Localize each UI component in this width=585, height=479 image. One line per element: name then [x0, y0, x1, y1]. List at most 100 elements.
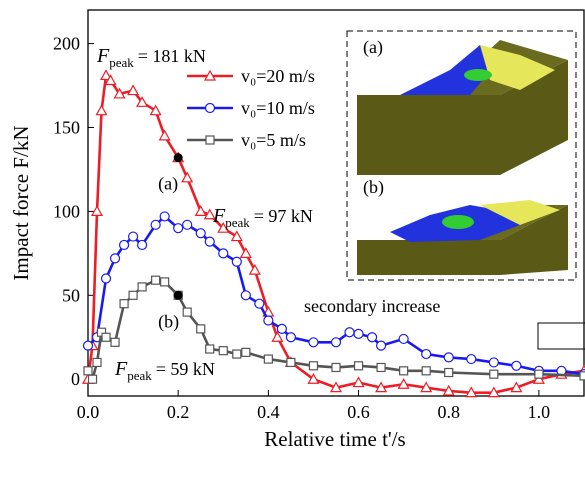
y-tick-label: 0 [71, 369, 80, 389]
marker [100, 273, 112, 284]
marker [276, 323, 287, 334]
marker [173, 223, 184, 234]
legend: v₀=20 m/s v₀=10 m/s v₀=5 m/s [187, 66, 315, 150]
marker [241, 347, 251, 357]
marker [218, 248, 229, 259]
marker [248, 263, 261, 275]
marker [109, 253, 121, 264]
marker [421, 348, 432, 360]
x-tick-label: 0.6 [347, 402, 370, 422]
marker [95, 104, 108, 116]
marker [352, 376, 365, 388]
marker [420, 381, 433, 393]
marker [158, 129, 171, 141]
marker [195, 228, 206, 239]
y-tick-label: 150 [53, 117, 80, 137]
marker [137, 239, 148, 251]
marker [113, 87, 126, 99]
inset: (a) (b) [346, 30, 577, 281]
marker [511, 360, 522, 371]
marker [205, 135, 215, 145]
peak-annotation: Fpeak = 181 kN [96, 45, 206, 70]
marker [87, 374, 98, 384]
marker [330, 337, 342, 348]
legend-label: v₀=10 m/s [241, 98, 315, 118]
marker [159, 211, 170, 222]
marker [90, 205, 104, 216]
inset-debris-b2 [480, 200, 560, 225]
marker [263, 354, 273, 364]
legend-label: v₀=5 m/s [241, 130, 306, 150]
marker [204, 102, 216, 114]
y-tick-label: 100 [53, 201, 80, 221]
x-tick-label: 0.2 [167, 402, 190, 422]
x-axis-title: Relative time t'/s [264, 427, 405, 451]
marker [344, 327, 355, 338]
marker [489, 369, 499, 379]
marker [366, 332, 378, 343]
y-axis-title: Impact force F/kN [9, 125, 33, 280]
marker [100, 69, 113, 81]
marker [329, 381, 343, 393]
marker [375, 381, 388, 393]
marker [218, 346, 228, 356]
peak-subscript: peak [109, 55, 134, 70]
marker [203, 208, 216, 220]
marker [217, 221, 230, 233]
peak-subscript: peak [127, 368, 152, 383]
marker [353, 328, 364, 340]
inset-block-a [357, 60, 568, 175]
marker [375, 340, 387, 351]
x-tick-label: 0.8 [437, 402, 460, 422]
marker [285, 332, 297, 343]
marker [151, 275, 161, 285]
marker [254, 298, 265, 309]
series-layer [81, 69, 585, 398]
snapshot-label: (b) [158, 311, 179, 332]
marker [444, 367, 454, 378]
marker [286, 357, 296, 368]
marker [331, 362, 341, 373]
marker [150, 219, 161, 230]
peak-symbol: F [114, 358, 128, 380]
marker [196, 324, 206, 334]
snapshot-point [173, 153, 183, 163]
snapshot-label: (a) [158, 174, 178, 195]
inset-debris-a2 [480, 45, 555, 90]
marker [205, 344, 215, 354]
marker [160, 277, 170, 287]
marker [398, 333, 409, 345]
inset-label: (b) [363, 177, 384, 198]
marker [136, 96, 149, 107]
marker [271, 331, 284, 342]
marker [232, 349, 242, 359]
marker [104, 74, 117, 86]
marker [534, 369, 544, 379]
marker [239, 247, 252, 258]
marker [510, 381, 523, 393]
legend-label: v₀=20 m/s [241, 66, 315, 86]
peak-symbol: F [96, 45, 110, 67]
inset-pier-a [464, 69, 492, 81]
marker [442, 384, 455, 396]
marker [101, 332, 111, 342]
marker [376, 362, 386, 373]
marker [181, 171, 194, 183]
inset-pier-b [442, 215, 474, 229]
marker [353, 361, 364, 371]
marker [82, 340, 94, 351]
marker [127, 84, 140, 96]
marker [182, 219, 193, 230]
marker [149, 104, 162, 116]
peak-annotation: Fpeak = 59 kN [114, 358, 215, 383]
snapshot-point [173, 290, 183, 300]
annotation: secondary increase [304, 296, 440, 316]
marker [421, 366, 431, 376]
marker [137, 282, 147, 292]
marker [443, 352, 454, 363]
marker [488, 357, 499, 368]
y-tick-label: 200 [53, 34, 80, 54]
y-tick-label: 50 [62, 285, 80, 305]
inset-debris-a [400, 45, 500, 95]
